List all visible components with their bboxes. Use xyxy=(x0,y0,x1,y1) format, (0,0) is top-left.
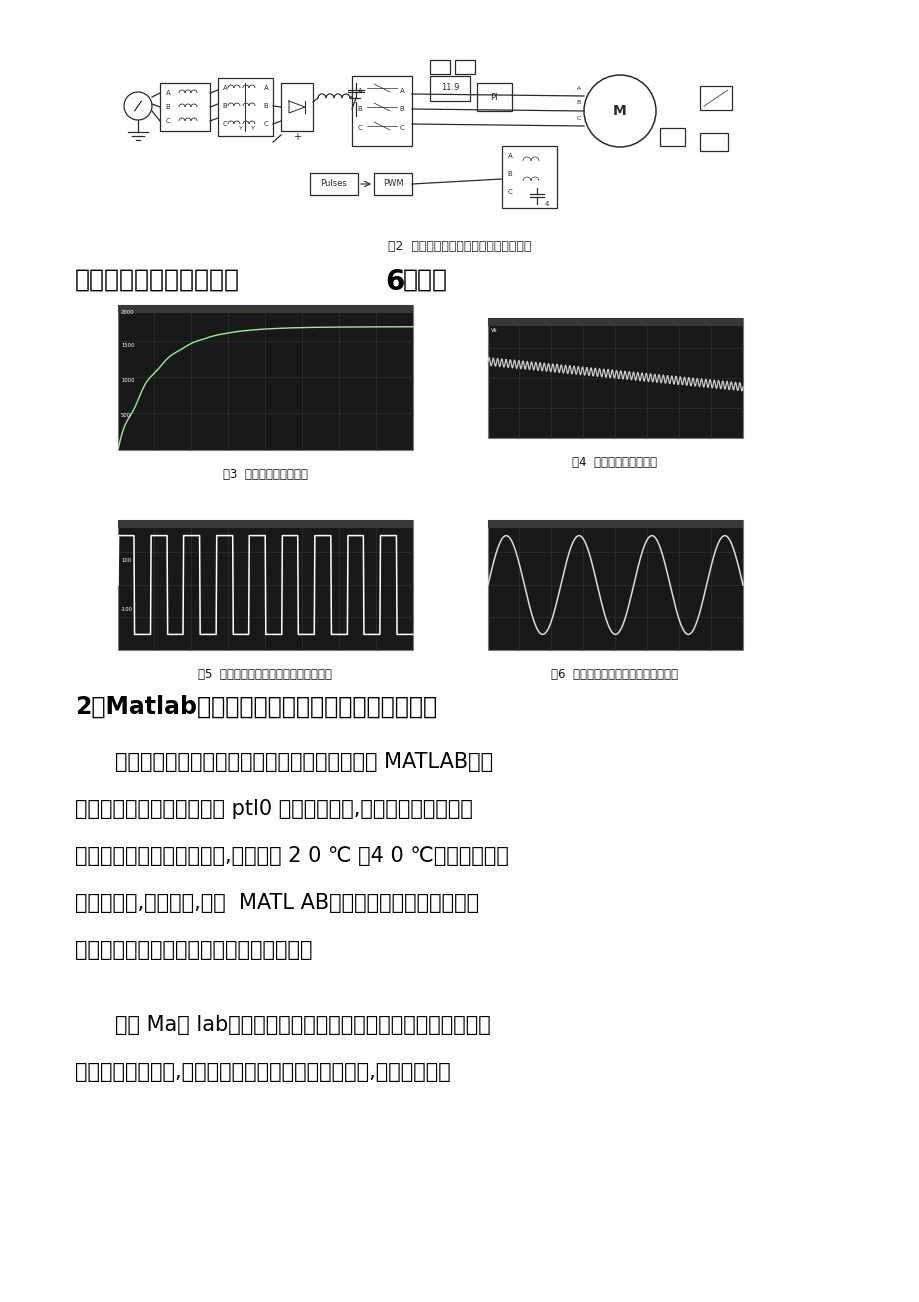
Text: 6: 6 xyxy=(384,268,404,296)
Bar xyxy=(118,519,413,650)
Text: 静态标定是传感器技术中一个非常重要的环节。 MATLAB实现: 静态标定是传感器技术中一个非常重要的环节。 MATLAB实现 xyxy=(115,753,493,772)
Text: A: A xyxy=(222,85,227,91)
Text: 图3  感应电动机转速波形: 图3 感应电动机转速波形 xyxy=(222,467,307,480)
Bar xyxy=(118,519,413,529)
Text: A: A xyxy=(576,86,581,91)
Bar xyxy=(280,83,312,132)
Text: -100: -100 xyxy=(121,607,133,612)
Text: B: B xyxy=(357,105,362,112)
Bar xyxy=(118,305,413,450)
Text: Vk: Vk xyxy=(491,328,497,332)
Text: 11.9: 11.9 xyxy=(440,83,459,92)
Text: A: A xyxy=(507,154,512,159)
Bar xyxy=(118,305,413,312)
Text: 图2  感应电动机变频调速系统的仿真模型: 图2 感应电动机变频调速系统的仿真模型 xyxy=(388,240,531,253)
Bar xyxy=(487,519,743,650)
Text: 了对传感器的静态标定，以 ptl0 热敏电阵为例,利用恒温水溶笱多次: 了对传感器的静态标定，以 ptl0 热敏电阵为例,利用恒温水溶笱多次 xyxy=(75,799,472,819)
Text: C: C xyxy=(507,189,512,195)
Bar xyxy=(487,519,743,529)
Bar xyxy=(429,76,470,102)
Text: B: B xyxy=(576,100,581,105)
Text: A: A xyxy=(264,85,268,91)
Text: 阵値；其次,整理数据,利用  MATL AB实现对温度传感器的静态标: 阵値；其次,整理数据,利用 MATL AB实现对温度传感器的静态标 xyxy=(75,893,479,913)
Text: 1000: 1000 xyxy=(121,378,134,383)
Text: B: B xyxy=(222,103,227,109)
Bar xyxy=(352,76,412,146)
Text: B: B xyxy=(507,171,512,177)
Text: 2000: 2000 xyxy=(121,310,134,315)
Text: Y: Y xyxy=(239,125,243,130)
Text: 500: 500 xyxy=(121,413,131,418)
Text: Pulses: Pulses xyxy=(321,180,347,189)
Bar xyxy=(455,60,474,74)
Bar xyxy=(160,83,210,132)
Text: 等静态指标的标定,也可以通过实例证实算法的有效性,而且该方法可: 等静态指标的标定,也可以通过实例证实算法的有效性,而且该方法可 xyxy=(75,1062,450,1082)
Text: 利用 Maｔ lab可以实现了传感器非线性度、灵敏度及滞后误差: 利用 Maｔ lab可以实现了传感器非线性度、灵敏度及滞后误差 xyxy=(115,1016,490,1035)
Text: A: A xyxy=(357,89,362,94)
Bar xyxy=(487,318,743,437)
Text: PI: PI xyxy=(490,92,497,102)
Text: C: C xyxy=(222,121,227,128)
Text: 图4  整流模输出电压波形: 图4 整流模输出电压波形 xyxy=(572,456,657,469)
Text: C: C xyxy=(264,121,268,128)
Bar xyxy=(699,133,727,151)
Text: 仿真输出结果如图３～图: 仿真输出结果如图３～图 xyxy=(75,268,240,292)
Text: C: C xyxy=(576,116,581,121)
Text: B: B xyxy=(399,105,404,112)
Bar xyxy=(310,173,357,195)
Text: B: B xyxy=(165,104,170,109)
Text: 100: 100 xyxy=(121,557,131,562)
Text: PWM: PWM xyxy=(382,180,403,189)
Text: +: + xyxy=(292,132,301,142)
Text: Y: Y xyxy=(251,125,255,130)
Bar xyxy=(502,146,556,208)
Text: 所示。: 所示。 xyxy=(403,268,448,292)
Text: 图5  逆变器不平波滤波电容输出电压波形: 图5 逆变器不平波滤波电容输出电压波形 xyxy=(198,668,332,681)
Bar xyxy=(476,83,512,111)
Text: 2、Matlab在传感器技术中的应用现状和发展趋势: 2、Matlab在传感器技术中的应用现状和发展趋势 xyxy=(75,695,437,719)
Text: A: A xyxy=(165,90,170,96)
Text: C: C xyxy=(165,118,170,124)
Bar xyxy=(659,128,685,146)
Text: 图6  逆变器平波滤波电容输出电压波形: 图6 逆变器平波滤波电容输出电压波形 xyxy=(550,668,678,681)
Text: 4: 4 xyxy=(544,201,549,207)
Text: 采集传感器加载卸载温度値,着重测量 2 0 ℃ ～4 0 ℃每一分度的电: 采集传感器加载卸载温度値,着重测量 2 0 ℃ ～4 0 ℃每一分度的电 xyxy=(75,846,508,866)
Text: 1500: 1500 xyxy=(121,344,134,348)
Text: B: B xyxy=(264,103,268,109)
Text: C: C xyxy=(357,125,362,132)
Bar xyxy=(429,60,449,74)
Bar xyxy=(218,78,273,135)
Bar xyxy=(487,318,743,326)
Text: 定。即通过这个实例证实了算法的有效性。: 定。即通过这个实例证实了算法的有效性。 xyxy=(75,940,312,960)
Text: A: A xyxy=(399,89,404,94)
Bar xyxy=(374,173,412,195)
Text: C: C xyxy=(399,125,404,132)
Bar xyxy=(699,86,732,109)
Text: M: M xyxy=(612,104,626,118)
